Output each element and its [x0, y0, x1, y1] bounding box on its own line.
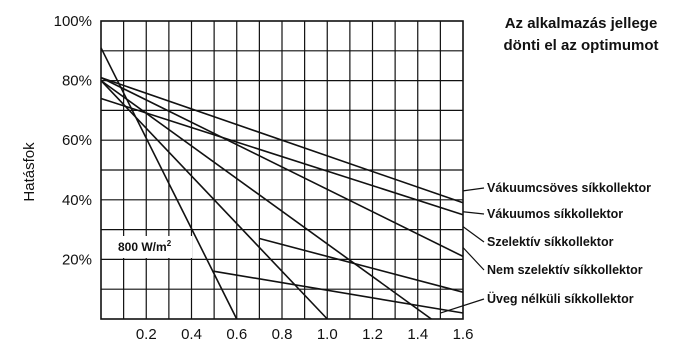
series-line-6	[100, 79, 432, 320]
legend-leader-line	[462, 211, 485, 215]
x-tick-label: 1.4	[407, 326, 428, 343]
x-tick-label: 1.6	[453, 326, 474, 343]
chart-grid	[100, 20, 464, 320]
legend: Vákuumcsöves síkkollektor Vákuumos síkkol…	[487, 181, 651, 306]
irradiance-annotation-text: 800 W/m	[118, 240, 167, 254]
series-line-5	[100, 47, 238, 320]
legend-entry: Vákuumos síkkollektor	[487, 207, 623, 221]
irradiance-annotation-sup: 2	[167, 239, 172, 248]
x-tick-label: 0.8	[272, 326, 293, 343]
y-tick-label: 100%	[54, 13, 92, 30]
series-line-2	[100, 97, 464, 216]
legend-leader-line	[462, 247, 485, 271]
y-tick-label: 20%	[62, 251, 92, 268]
series-line-1	[100, 76, 464, 204]
chart-series	[100, 47, 464, 320]
tick-labels: 0.2 0.4 0.6 0.8 1.0 1.2 1.4 1.6 20% 40% 60% 80% 100%	[54, 13, 474, 343]
x-tick-label: 0.6	[226, 326, 247, 343]
legend-entry: Szelektív síkkollektor	[487, 235, 614, 249]
legend-leader-line	[462, 226, 485, 243]
series-line-7	[213, 270, 464, 314]
y-axis-label: Hatásfok	[21, 142, 38, 202]
x-tick-label: 0.4	[181, 326, 202, 343]
series-line-4	[100, 80, 328, 320]
x-tick-label: 0.2	[136, 326, 157, 343]
annotation-box	[104, 236, 192, 258]
series-line-3	[100, 76, 464, 258]
legend-entry: Üveg nélküli síkkollektor	[487, 291, 634, 306]
y-tick-label: 40%	[62, 192, 92, 209]
chart-title-line-2: dönti el az optimumot	[504, 37, 659, 54]
x-tick-label: 1.0	[317, 326, 338, 343]
y-tick-label: 60%	[62, 132, 92, 149]
y-tick-label: 80%	[62, 73, 92, 90]
chart-title-line-1: Az alkalmazás jellege	[505, 15, 658, 32]
legend-entry: Vákuumcsöves síkkollektor	[487, 181, 651, 195]
series-line-8	[259, 237, 464, 293]
legend-leader-line	[462, 187, 485, 192]
x-tick-label: 1.2	[362, 326, 383, 343]
legend-leader-line	[440, 298, 485, 314]
legend-leaders	[440, 187, 485, 314]
irradiance-annotation: 800 W/m2	[118, 239, 172, 254]
legend-entry: Nem szelektív síkkollektor	[487, 263, 643, 277]
